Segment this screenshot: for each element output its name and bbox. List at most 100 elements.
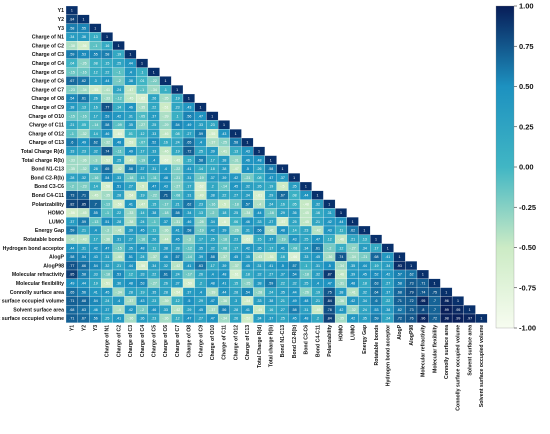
cell-value-label: -.37 <box>209 141 215 145</box>
cell-value-label: 1 <box>235 132 237 136</box>
cell-value-label: -.33 <box>69 158 75 162</box>
cell-value-label: .17 <box>210 158 215 162</box>
cell-value-label: .71 <box>69 299 74 303</box>
cell-value-label: -.1 <box>152 220 156 224</box>
cell-value-label: .57 <box>397 273 402 277</box>
cell-value-label: .24 <box>140 255 145 259</box>
cell-value-label: -.48 <box>303 202 309 206</box>
cell-value-label: -.49 <box>127 158 133 162</box>
cell-value-label: .25 <box>210 238 215 242</box>
cell-value-label: -.2 <box>327 246 331 250</box>
cell-value-label: .48 <box>210 282 215 286</box>
cell-value-label: -.51 <box>268 255 274 259</box>
cell-value-label: .59 <box>198 132 203 136</box>
x-tick-label: Y3 <box>93 325 99 331</box>
cell-value-label: .45 <box>233 255 238 259</box>
cell-value-label: -.3 <box>187 238 191 242</box>
cell-value-label: .24 <box>175 141 180 145</box>
cell-value-label: 1 <box>469 308 471 312</box>
cell-value-label: -.22 <box>174 167 180 171</box>
cell-value-label: .23 <box>210 123 215 127</box>
cell-value-label: -.18 <box>303 273 309 277</box>
cell-value-label: .58 <box>104 53 109 57</box>
cell-value-label: -.13 <box>104 202 110 206</box>
cell-value-label: -.2 <box>117 79 121 83</box>
cell-value-label: .25 <box>303 238 308 242</box>
cell-value-label: .13 <box>362 238 367 242</box>
cell-value-label: .36 <box>140 317 145 321</box>
cell-value-label: .4 <box>316 282 319 286</box>
cell-value-label: .45 <box>245 264 250 268</box>
cell-value-label: -.47 <box>139 202 145 206</box>
cell-value-label: .38 <box>210 194 215 198</box>
cell-value-label: -.26 <box>303 290 309 294</box>
cell-value-label: .51 <box>128 255 133 259</box>
cell-value-label: -.34 <box>338 264 344 268</box>
cell-value-label: .35 <box>245 255 250 259</box>
cell-value-label: .43 <box>163 185 168 189</box>
cell-value-label: .56 <box>81 290 86 294</box>
cell-value-label: -.25 <box>221 141 227 145</box>
cell-value-label: .1 <box>141 70 144 74</box>
cell-value-label: -.66 <box>291 255 297 259</box>
x-tick-label: Total Charge R(d) <box>257 325 263 368</box>
cell-value-label: .18 <box>245 273 250 277</box>
cell-value-label: .26 <box>93 97 98 101</box>
cell-value-label: -.08 <box>174 194 180 198</box>
cell-value-label: .53 <box>116 273 121 277</box>
cell-value-label: .37 <box>186 290 191 294</box>
y-tick-label: Charge of C13 <box>29 140 64 146</box>
cell-value-label: .41 <box>186 264 191 268</box>
cell-value-label: .22 <box>151 273 156 277</box>
cell-value-label: 1 <box>71 9 73 13</box>
cell-value-label: .44 <box>128 264 133 268</box>
y-tick-label: Energy Gap <box>35 228 64 234</box>
cell-value-label: -.61 <box>233 273 239 277</box>
y-tick-label: Connolly surface occupied volume <box>0 299 64 305</box>
cell-value-label: .34 <box>151 264 156 268</box>
y-tick-label: Charge of C6 <box>32 79 64 85</box>
cell-value-label: .37 <box>151 114 156 118</box>
cell-value-label: .84 <box>327 299 332 303</box>
cell-value-label: -.32 <box>350 308 356 312</box>
cell-value-label: .24 <box>385 317 390 321</box>
cell-value-label: .38 <box>221 158 226 162</box>
cell-value-label: .62 <box>186 202 191 206</box>
cell-value-label: -.31 <box>233 158 239 162</box>
cell-value-label: .37 <box>175 282 180 286</box>
cell-value-label: -.42 <box>116 167 122 171</box>
cell-value-label: -.56 <box>69 211 75 215</box>
cell-value-label: -.44 <box>116 255 122 259</box>
cell-value-label: .1 <box>176 114 179 118</box>
cell-value-label: -.45 <box>80 211 86 215</box>
cell-value-label: .32 <box>292 282 297 286</box>
cell-value-label: -.35 <box>162 97 168 101</box>
cell-value-label: -.44 <box>162 238 168 242</box>
cell-value-label: .46 <box>245 220 250 224</box>
x-tick-label: LUMO <box>350 325 356 340</box>
cell-value-label: 1 <box>200 106 202 110</box>
cell-value-label: .22 <box>104 70 109 74</box>
cell-value-label: 1 <box>375 238 377 242</box>
cell-value-label: .24 <box>268 202 273 206</box>
cell-value-label: .55 <box>93 53 98 57</box>
cell-value-label: -.46 <box>162 132 168 136</box>
cell-value-label: .24 <box>362 308 367 312</box>
colorbar-tick-label: 0.25 <box>519 122 534 131</box>
cell-value-label: -.5 <box>280 185 284 189</box>
y-tick-label: AlogP98 <box>43 263 64 269</box>
cell-value-label: .45 <box>315 255 320 259</box>
y-tick-label: Charge of N1 <box>32 35 64 41</box>
cell-value-label: .45 <box>104 290 109 294</box>
cell-value-label: .33 <box>303 255 308 259</box>
cell-value-label: -.15 <box>116 246 122 250</box>
cell-value-label: .96 <box>444 299 449 303</box>
y-tick-label: HOMO <box>48 211 64 217</box>
cell-value-label: -.37 <box>221 255 227 259</box>
cell-value-label: .4 <box>211 273 214 277</box>
cell-value-label: .59 <box>81 220 86 224</box>
cell-value-label: .22 <box>151 106 156 110</box>
cell-value-label: .17 <box>233 246 238 250</box>
cell-value-label: .19 <box>374 264 379 268</box>
cell-value-label: .17 <box>268 246 273 250</box>
